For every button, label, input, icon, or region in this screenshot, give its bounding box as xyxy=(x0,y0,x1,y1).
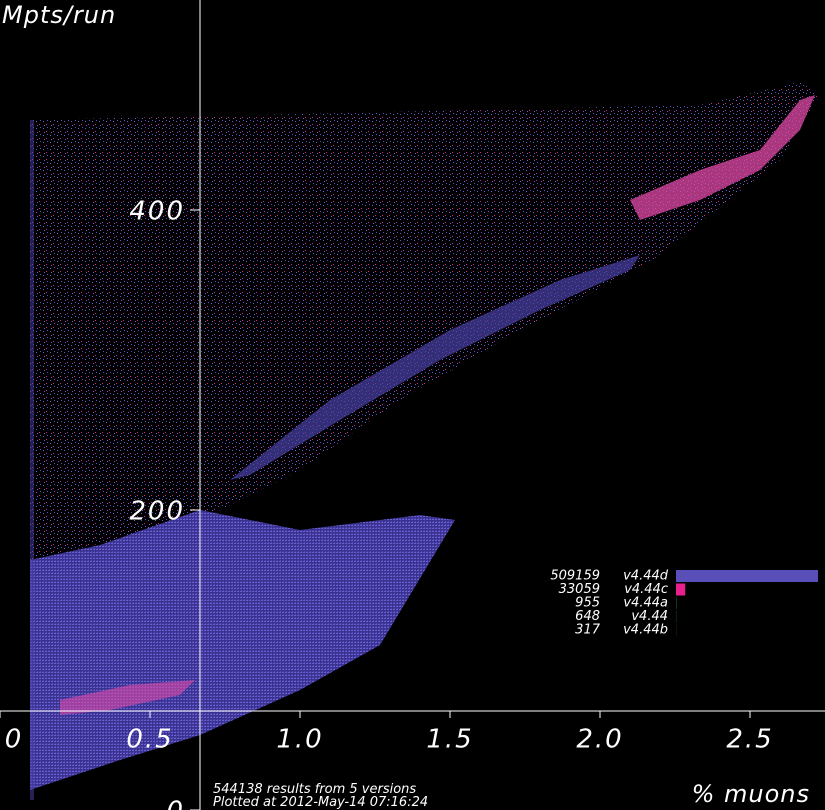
y-axis-title: Mpts/run xyxy=(2,1,116,29)
x-tick-label: 1.5 xyxy=(426,725,473,755)
y-tick-label: 400 xyxy=(129,197,185,227)
legend-count: 317 xyxy=(575,623,601,638)
x-tick-label: 0.5 xyxy=(126,725,173,755)
legend-name: v4.44a xyxy=(623,596,668,611)
x-tick-label: 2.5 xyxy=(726,725,773,755)
legend-bar xyxy=(676,570,818,582)
y-tick-label: 200 xyxy=(129,497,185,527)
x-tick-label: 1.0 xyxy=(276,725,323,755)
legend-count: 509159 xyxy=(550,569,600,584)
legend-count: 648 xyxy=(575,609,600,624)
legend-name: v4.44 xyxy=(631,609,668,624)
legend-name: v4.44b xyxy=(623,623,668,638)
legend-bar xyxy=(676,583,686,596)
legend-count: 955 xyxy=(575,596,600,611)
y-tick-label: 0 xyxy=(166,797,185,810)
legend-count: 33059 xyxy=(559,582,600,597)
x-tick-label: 0 xyxy=(5,725,24,755)
legend-name: v4.44d xyxy=(623,569,669,584)
footer-line: 544138 results from 5 versions xyxy=(213,782,416,797)
footer-line: Plotted at 2012-May-14 07:16:24 xyxy=(213,795,428,810)
legend-name: v4.44c xyxy=(624,582,668,597)
x-tick-label: 2.0 xyxy=(576,725,623,755)
point-cloud xyxy=(30,82,820,800)
x-axis-title: % muons xyxy=(692,780,810,808)
